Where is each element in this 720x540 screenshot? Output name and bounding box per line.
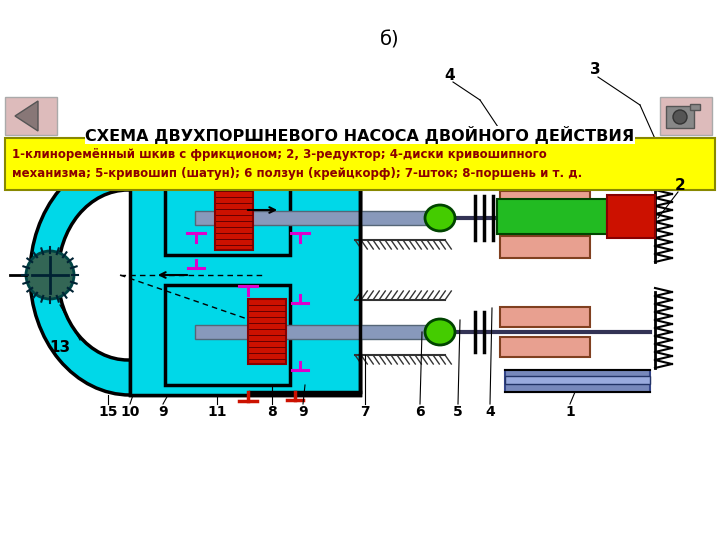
Bar [130,155,360,395]
Text: 15: 15 [98,405,118,419]
Bar [497,199,607,234]
Bar [130,155,360,395]
Bar [505,370,650,392]
Text: 10: 10 [120,405,140,419]
Bar [195,211,435,225]
Circle shape [673,110,687,124]
Bar [500,236,590,258]
Ellipse shape [425,319,455,345]
Bar [5,97,57,135]
Text: 9: 9 [298,405,308,419]
Bar [500,307,590,327]
Text: СХЕМА ДВУХПОРШНЕВОГО НАСОСА ДВОЙНОГО ДЕЙСТВИЯ: СХЕМА ДВУХПОРШНЕВОГО НАСОСА ДВОЙНОГО ДЕЙ… [86,126,634,144]
Bar [195,325,435,339]
Ellipse shape [30,155,230,395]
Text: 11: 11 [207,405,227,419]
Text: 3: 3 [590,63,600,78]
Bar [690,104,700,110]
Text: 4: 4 [445,68,455,83]
Text: 8: 8 [267,405,277,419]
Text: 2: 2 [675,178,685,192]
Text: б): б) [380,30,400,50]
Bar [660,97,712,135]
Bar [500,337,590,357]
Bar [215,185,253,250]
Bar [5,138,715,190]
Text: 5: 5 [453,405,463,419]
Text: 9: 9 [158,405,168,419]
Ellipse shape [58,190,198,360]
Circle shape [26,251,74,299]
Polygon shape [15,101,38,131]
Ellipse shape [425,205,455,231]
Bar [500,191,590,213]
Text: 1-клиноремённый шкив с фрикционом; 2, 3-редуктор; 4-диски кривошипного
механизма: 1-клиноремённый шкив с фрикционом; 2, 3-… [12,148,582,180]
Text: 7: 7 [360,405,370,419]
Bar [666,106,694,128]
Text: 1: 1 [565,405,575,419]
Bar [165,155,290,255]
Bar [130,155,360,395]
Text: 6: 6 [415,405,425,419]
Text: 13: 13 [50,341,71,355]
Text: 4: 4 [485,405,495,419]
Bar [248,299,286,364]
Bar [165,285,290,385]
Bar [505,376,650,384]
Bar [607,195,655,238]
